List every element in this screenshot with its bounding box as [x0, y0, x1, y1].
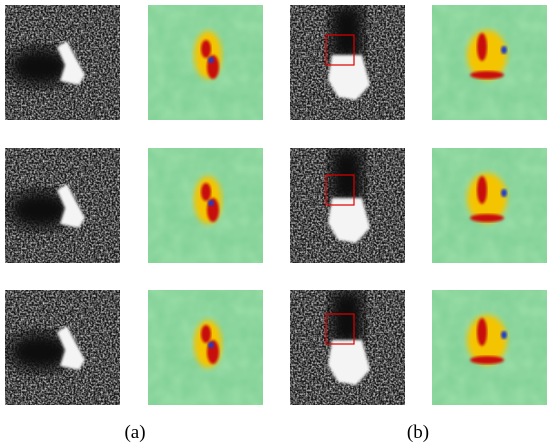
heatmap: [148, 5, 263, 120]
target: [57, 184, 85, 228]
target: [57, 326, 85, 370]
activation: [201, 325, 211, 343]
tile: [148, 5, 263, 120]
heatmap: [432, 5, 547, 120]
sar-image: [290, 290, 405, 405]
heatmap: [148, 290, 263, 405]
sar-image: [290, 148, 405, 263]
roi-box: [325, 34, 355, 66]
heatmap: [432, 290, 547, 405]
activation: [201, 40, 211, 58]
shadow: [330, 5, 364, 60]
sar-image: [5, 148, 120, 263]
activation: [501, 189, 507, 197]
caption-b: (b): [407, 422, 429, 443]
activation: [208, 57, 214, 63]
tile: [290, 5, 405, 120]
tile: [5, 290, 120, 405]
activation: [201, 183, 211, 201]
shadow: [8, 190, 72, 230]
roi-box: [325, 174, 355, 206]
shadow: [330, 290, 364, 345]
activation: [467, 173, 507, 223]
target: [328, 198, 370, 243]
tile: [290, 148, 405, 263]
heatmap: [148, 148, 263, 263]
activation: [501, 331, 507, 339]
target: [57, 41, 85, 85]
sar-image: [5, 5, 120, 120]
activation: [477, 318, 487, 346]
tile: [148, 148, 263, 263]
tile: [290, 290, 405, 405]
activation: [477, 33, 487, 61]
activation: [470, 71, 504, 79]
tile: [432, 290, 547, 405]
shadow: [8, 47, 72, 87]
activation: [470, 356, 504, 364]
tile: [432, 148, 547, 263]
tile: [148, 290, 263, 405]
activation: [208, 342, 214, 348]
sar-image: [290, 5, 405, 120]
activation: [467, 30, 507, 80]
activation: [467, 315, 507, 365]
heatmap: [432, 148, 547, 263]
target: [328, 55, 370, 100]
tile: [432, 5, 547, 120]
sar-image: [5, 290, 120, 405]
target: [328, 340, 370, 385]
tile: [5, 148, 120, 263]
tile: [5, 5, 120, 120]
shadow: [8, 332, 72, 372]
activation: [470, 214, 504, 222]
caption-a: (a): [124, 422, 145, 443]
activation: [208, 200, 214, 206]
roi-box: [325, 313, 355, 345]
activation: [477, 176, 487, 204]
activation: [501, 46, 507, 54]
